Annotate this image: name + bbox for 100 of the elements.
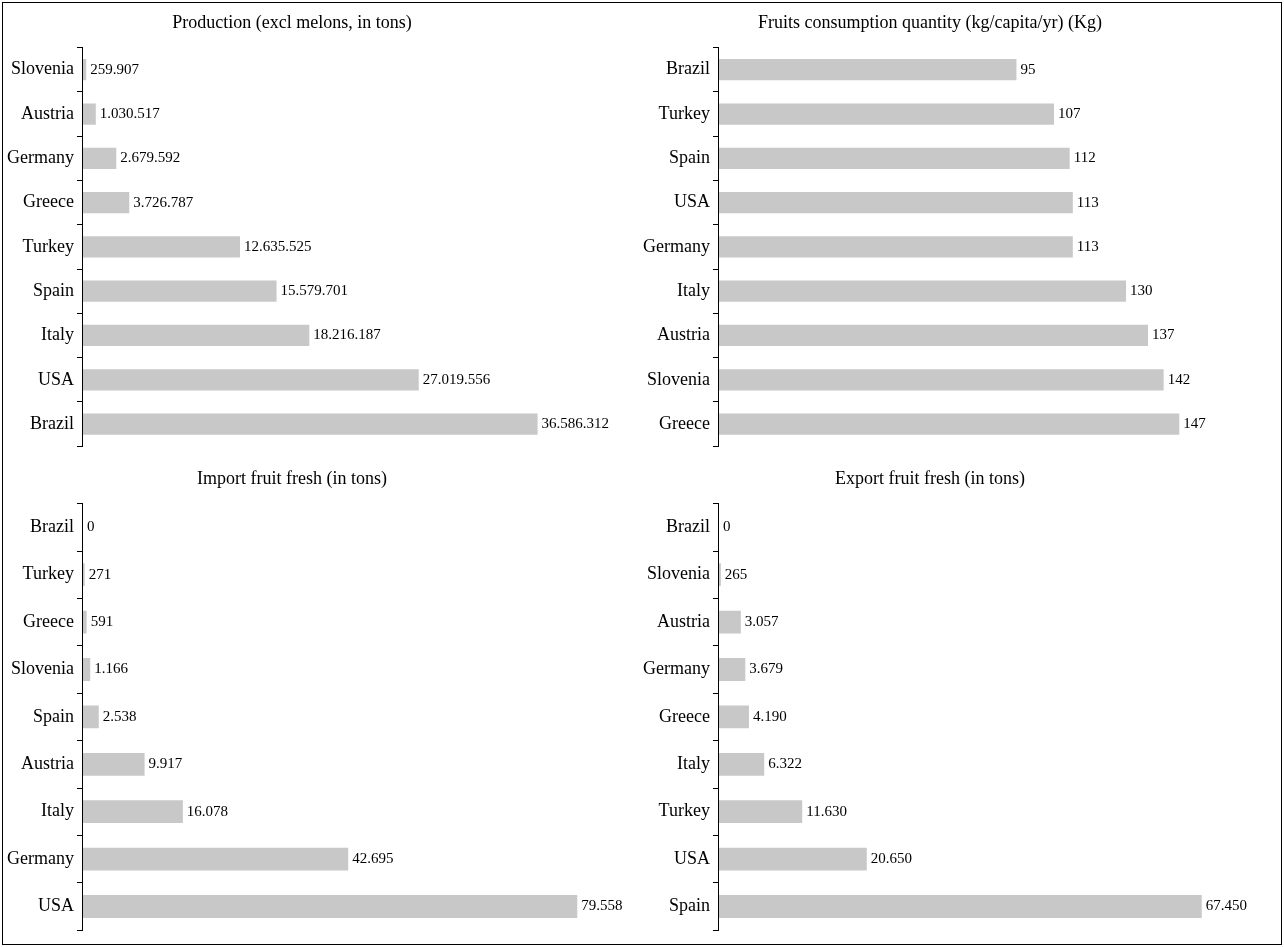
y-tick-label: Spain [668, 895, 710, 916]
data-label: 6.322 [768, 755, 802, 772]
bar [718, 413, 1180, 435]
data-label: 3.726.787 [133, 193, 194, 210]
y-tick-label: Germany [6, 847, 74, 868]
y-tick-label: Austria [656, 324, 710, 345]
y-tick-label: Germany [642, 235, 710, 256]
bar [718, 236, 1073, 258]
y-tick-label: Spain [32, 279, 74, 300]
bar [82, 103, 96, 125]
data-label: 130 [1130, 282, 1153, 299]
bar [82, 59, 87, 81]
data-label: 271 [88, 565, 112, 582]
bar [718, 59, 1017, 81]
data-label: 1.166 [94, 660, 129, 677]
chart-title: Production (excl melons, in tons) [172, 11, 412, 33]
bar [718, 191, 1073, 214]
data-label: 79.558 [581, 897, 623, 914]
bar [82, 280, 277, 302]
bar [718, 705, 749, 729]
y-tick-label: Slovenia [646, 368, 710, 389]
bar [82, 895, 578, 918]
bar [82, 369, 419, 391]
y-tick-label: Brazil [665, 58, 710, 79]
bar [718, 847, 867, 871]
bar [82, 147, 117, 169]
data-label: 2.538 [102, 707, 137, 724]
bar [82, 610, 87, 634]
data-label: 265 [724, 565, 748, 582]
y-tick-label: Turkey [22, 563, 74, 584]
data-label: 20.650 [870, 850, 913, 867]
y-tick-label: Slovenia [646, 563, 710, 584]
data-label: 16.078 [186, 802, 229, 819]
chart-title: Fruits consumption quantity (kg/capita/yr) (Kg) [758, 11, 1102, 33]
y-tick-label: Germany [6, 147, 74, 168]
y-tick-label: Germany [642, 658, 710, 679]
data-label: 95 [1020, 60, 1036, 77]
y-tick-label: Austria [20, 753, 74, 774]
data-label: 67.450 [1205, 897, 1247, 914]
data-label: 259.907 [90, 60, 140, 77]
data-label: 11.630 [806, 802, 847, 819]
bar [718, 369, 1164, 391]
data-label: 9.917 [148, 755, 183, 772]
chart-title: Import fruit fresh (in tons) [197, 467, 387, 489]
data-label: 137 [1151, 326, 1175, 343]
y-tick-label: Slovenia [10, 58, 74, 79]
y-tick-label: Italy [40, 324, 74, 345]
y-tick-label: USA [37, 368, 74, 389]
data-label: 15.579.701 [280, 282, 349, 299]
data-label: 0 [722, 518, 731, 535]
data-label: 36.586.312 [541, 414, 610, 431]
data-label: 147 [1183, 414, 1207, 431]
data-label: 2.679.592 [120, 149, 181, 166]
bar [82, 324, 310, 347]
bar [718, 752, 765, 776]
bar [718, 658, 746, 681]
data-label: 591 [90, 613, 114, 630]
y-tick-label: Italy [40, 800, 74, 821]
data-label: 3.057 [744, 613, 780, 630]
chart-title: Export fruit fresh (in tons) [835, 467, 1025, 489]
bar [718, 280, 1127, 302]
bar [718, 800, 803, 824]
bar [82, 236, 240, 258]
bar [718, 895, 1202, 918]
data-label: 142 [1167, 370, 1191, 387]
y-tick-label: Austria [20, 102, 74, 123]
y-tick-label: USA [673, 191, 710, 212]
data-label: 1.030.517 [99, 104, 161, 121]
y-tick-label: USA [673, 847, 710, 868]
y-tick-label: Italy [676, 279, 710, 300]
y-tick-label: Spain [32, 705, 74, 726]
data-label: 113 [1076, 193, 1099, 210]
y-tick-label: Brazil [29, 516, 74, 537]
data-label: 42.695 [352, 850, 394, 867]
bar [82, 705, 99, 729]
y-tick-label: Turkey [22, 235, 74, 256]
y-tick-label: Turkey [658, 800, 710, 821]
data-label: 18.216.187 [313, 326, 382, 343]
bar [718, 147, 1070, 169]
y-tick-label: Greece [659, 705, 710, 726]
bar [718, 103, 1055, 125]
y-tick-label: Greece [23, 610, 74, 631]
data-label: 112 [1073, 149, 1096, 166]
bar [82, 847, 349, 871]
data-label: 0 [86, 518, 95, 535]
y-tick-label: Italy [676, 753, 710, 774]
data-label: 4.190 [752, 707, 787, 724]
bar [82, 413, 538, 435]
y-tick-label: Greece [659, 412, 710, 433]
y-tick-label: Austria [656, 610, 710, 631]
y-tick-label: Turkey [658, 102, 710, 123]
y-tick-label: Brazil [665, 516, 710, 537]
data-label: 27.019.556 [422, 370, 491, 387]
data-label: 12.635.525 [243, 237, 312, 254]
bar [82, 191, 130, 214]
y-tick-label: Slovenia [10, 658, 74, 679]
bar [718, 610, 741, 634]
bar [718, 324, 1148, 347]
y-tick-label: Brazil [29, 412, 74, 433]
y-tick-label: Greece [23, 191, 74, 212]
